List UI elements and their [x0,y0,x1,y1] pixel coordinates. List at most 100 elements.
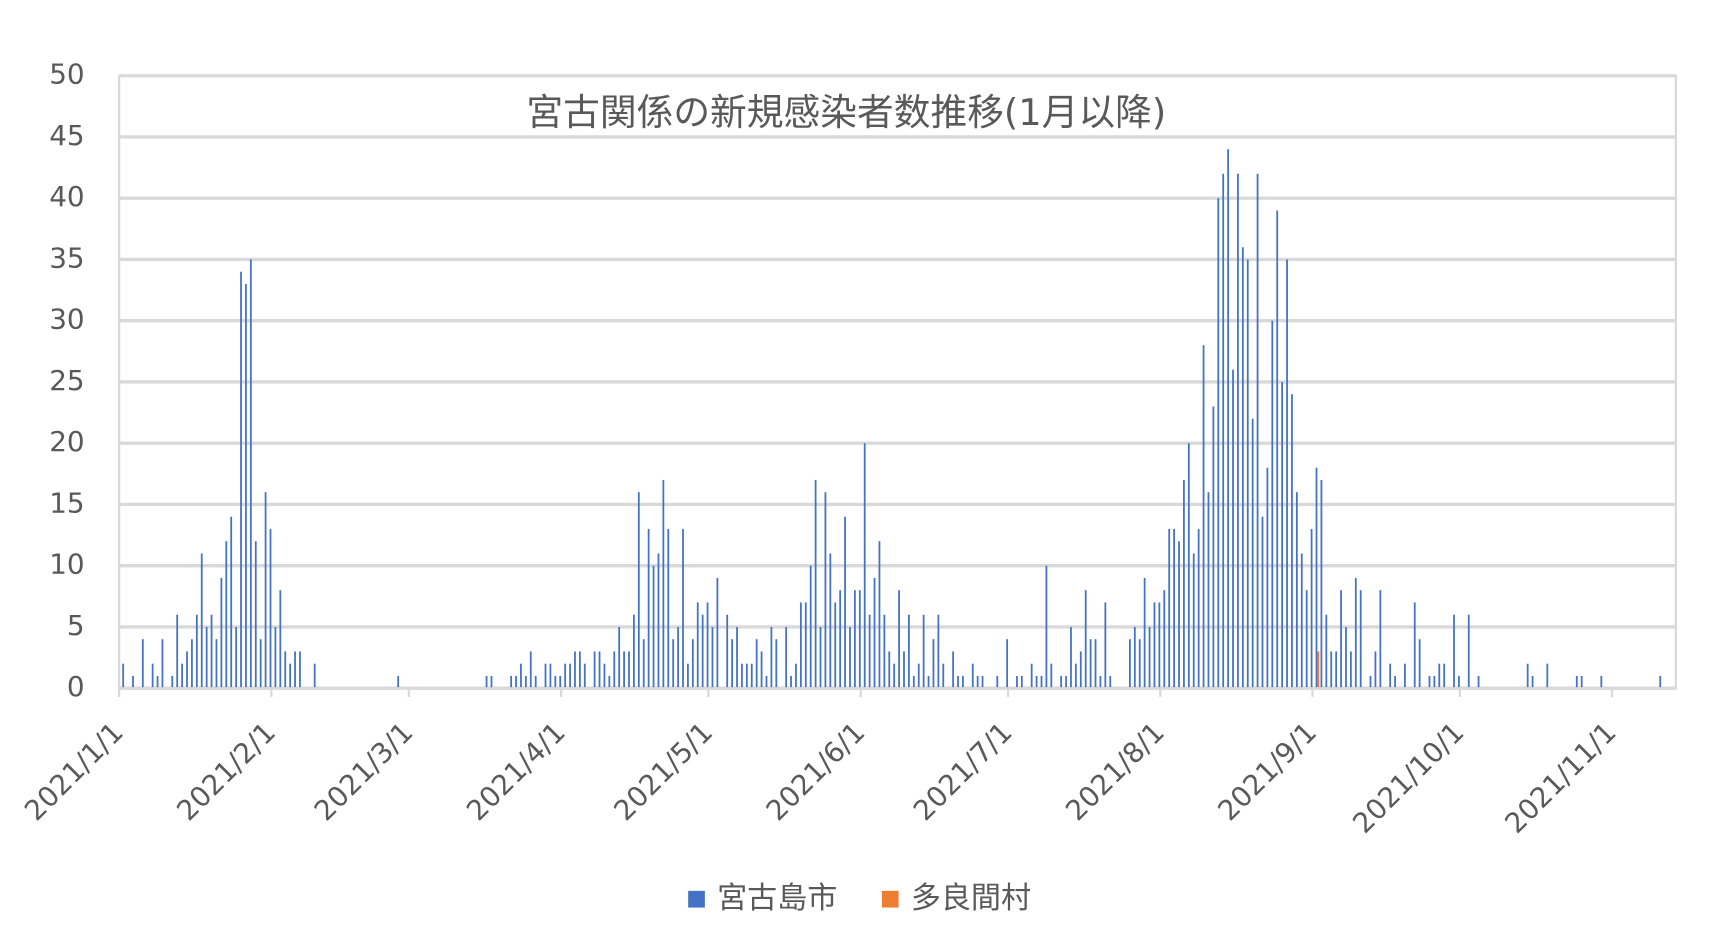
bar [652,565,655,689]
bar [1477,675,1480,689]
bar [971,663,974,689]
bar [927,675,930,689]
bar [1173,528,1175,689]
bar [1453,614,1455,689]
bar [1438,663,1441,689]
x-tick-label: 2021/2/1 [170,716,282,828]
bar [917,663,920,689]
bar [230,516,233,689]
bar [1153,602,1156,689]
bar [1443,663,1446,689]
bar [1404,663,1406,689]
bar [1325,614,1328,689]
bar [637,492,640,689]
bar [1094,639,1097,689]
bar [564,663,567,689]
bar [853,590,856,689]
legend-label: 多良間村 [911,881,1031,916]
bar [485,675,488,689]
bar [549,663,552,689]
bar [156,675,159,689]
bar [1030,663,1033,689]
bar [1099,675,1102,689]
bar [176,614,179,689]
bar [249,259,252,689]
x-tick-label: 2021/1/1 [18,716,130,828]
bar [274,626,277,689]
bar [760,651,763,689]
bar [1197,528,1200,689]
bar [804,602,807,689]
bar [289,663,292,689]
bar [903,651,905,689]
bar [583,663,586,689]
bar [603,663,606,689]
bar [1320,479,1323,689]
bar [1109,675,1112,689]
bar [1241,247,1244,689]
bar [191,639,193,689]
bar [1359,590,1362,689]
y-tick-label: 35 [49,241,84,274]
bar [240,271,242,689]
bar [1256,173,1259,689]
bar [799,602,802,689]
bar [1305,590,1308,689]
bar [210,614,213,689]
bar [770,626,773,689]
bar [132,675,134,689]
bar [181,663,183,689]
bar [809,565,812,689]
bar [397,675,400,689]
bar [1006,639,1009,689]
bar [1546,663,1549,689]
bar [662,479,665,689]
bar [1217,198,1220,689]
bar [1317,651,1320,689]
bar [687,663,689,689]
bar [1060,675,1063,689]
bar [952,651,954,689]
bar [1413,602,1416,689]
y-tick-label: 45 [49,119,84,152]
bar [1345,626,1347,689]
bar [1266,467,1269,689]
bar [1104,602,1107,689]
bar [1237,173,1239,689]
bar [642,639,645,689]
bar [200,553,203,689]
bar [205,626,208,689]
bar [569,663,571,689]
y-tick-label: 25 [49,364,84,397]
bar [785,626,788,689]
bar [711,626,714,689]
bar [1340,590,1342,689]
bar [888,651,891,689]
bar [1310,528,1313,689]
bar [682,528,684,689]
bar [299,651,301,689]
bar [1315,467,1318,689]
y-tick-label: 40 [49,180,84,213]
bar [1433,675,1436,689]
bar [1354,577,1357,689]
bar [1394,675,1396,689]
bar [1016,675,1018,689]
bar [1158,602,1161,689]
bar [544,663,547,689]
bar [1070,626,1072,689]
bar [755,639,758,689]
bar [824,492,827,689]
bar [1138,639,1141,689]
bar [814,479,817,689]
bar [254,541,257,689]
bar [1369,675,1372,689]
bar [741,663,743,689]
bar [529,651,532,689]
bar [1600,675,1603,689]
bar [574,651,576,689]
bar [122,663,125,689]
bar [1020,675,1023,689]
bar [593,651,596,689]
chart-title: 宮古関係の新規感染者数推移(1月以降) [526,91,1166,134]
